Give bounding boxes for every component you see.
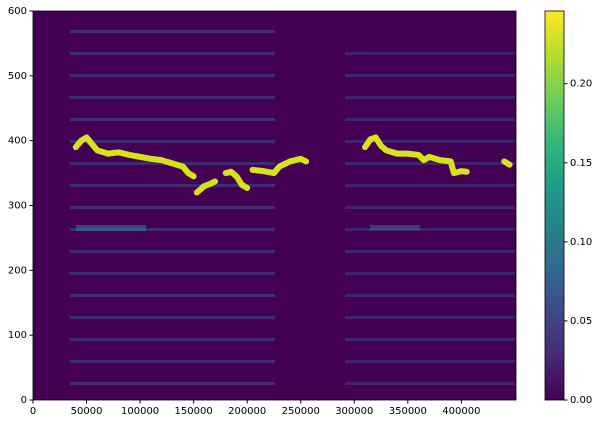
x-tick-label: 150000	[175, 406, 213, 417]
plot	[72, 134, 513, 196]
colorbar-tick-label: 0.10	[570, 237, 592, 248]
y-tick-label: 100	[8, 330, 27, 341]
colorbar-tick-label: 0.05	[570, 316, 592, 327]
colorbar-tick-label: 0.20	[570, 79, 592, 90]
harmonic-band	[370, 225, 420, 230]
harmonic-band	[70, 15, 275, 400]
x-tick-label: 400000	[442, 406, 480, 417]
harmonics	[70, 15, 515, 400]
x-tick-label: 100000	[121, 406, 159, 417]
colorbar-tick-label: 0.15	[570, 158, 592, 169]
pitch-line	[72, 134, 513, 196]
y-tick-label: 0	[21, 395, 27, 406]
x-tick-label: 300000	[335, 406, 373, 417]
y-tick-label: 300	[8, 201, 27, 212]
colorbar	[544, 10, 565, 401]
x-tick-label: 0	[30, 406, 36, 417]
colorbar-tick-label: 0.00	[570, 395, 592, 406]
y-tick-label: 200	[8, 265, 27, 276]
x-tick-label: 200000	[228, 406, 266, 417]
x-tick-label: 250000	[282, 406, 320, 417]
harmonic-band	[345, 40, 515, 400]
y-tick-label: 600	[8, 6, 27, 17]
y-tick-label: 400	[8, 136, 27, 147]
y-tick-label: 500	[8, 71, 27, 82]
harmonic-band	[76, 225, 146, 231]
x-tick-label: 350000	[389, 406, 427, 417]
x-tick-label: 50000	[71, 406, 103, 417]
